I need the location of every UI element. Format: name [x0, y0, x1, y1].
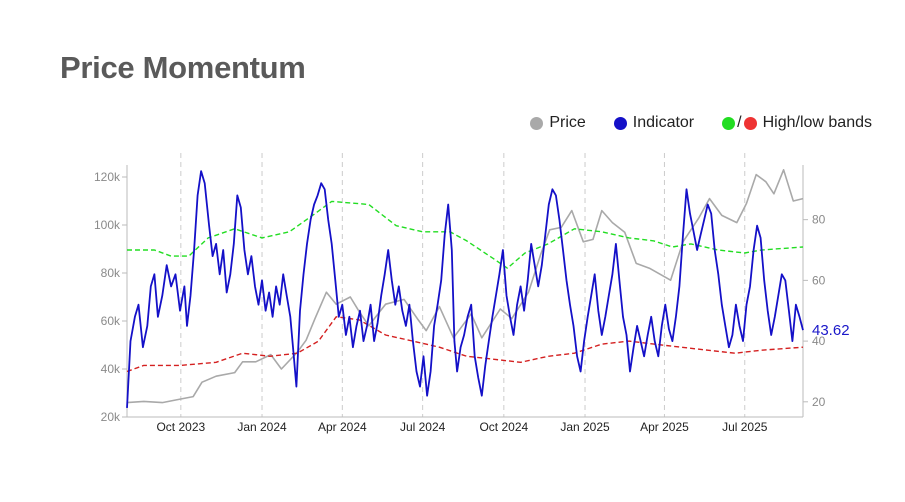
legend-item-price[interactable]: Price [530, 114, 586, 132]
low-band-dot-icon [743, 116, 757, 130]
y-left-tick-label: 80k [101, 266, 121, 280]
low-band-line [126, 316, 804, 373]
y-left-tick-label: 40k [101, 362, 121, 376]
indicator-series-line [126, 170, 804, 408]
legend-item-bands[interactable]: / High/low bands [722, 114, 872, 132]
legend-label-price: Price [549, 114, 586, 131]
label-layer: 43.62 [812, 322, 850, 339]
legend-label-indicator: Indicator [632, 114, 695, 131]
high-band-line [127, 200, 804, 269]
y-right-tick-label: 60 [812, 273, 826, 287]
y-left-tick-label: 100k [94, 218, 121, 232]
indicator-dot-icon [613, 116, 627, 130]
x-tick-label: Apr 2024 [318, 420, 367, 434]
x-tick-label: Jul 2025 [722, 420, 768, 434]
x-tick-label: Oct 2023 [156, 420, 205, 434]
grid-layer [180, 153, 746, 417]
x-tick-label: Apr 2025 [640, 420, 689, 434]
last-value-label: 43.62 [812, 322, 850, 339]
y-right-tick-label: 40 [812, 334, 826, 348]
axis-layer: Oct 2023 Jan 2024 Apr 2024 Jul 2024 Oct 2024… [94, 165, 826, 434]
high-band-dot-icon [722, 116, 736, 130]
y-left-tick-label: 120k [94, 170, 121, 184]
y-right-tick-label: 20 [812, 395, 826, 409]
page-title: Price Momentum [60, 50, 306, 85]
legend-label-bands: High/low bands [762, 114, 872, 131]
price-series-line [126, 169, 804, 404]
legend: Price Indicator / High/low bands [502, 114, 872, 132]
series-layer [126, 169, 804, 408]
y-left-tick-label: 60k [101, 314, 121, 328]
y-left-tick-label: 20k [101, 410, 121, 424]
legend-item-indicator[interactable]: Indicator [613, 114, 695, 132]
x-tick-label: Jul 2024 [400, 420, 446, 434]
price-dot-icon [530, 116, 544, 130]
x-tick-label: Jan 2024 [237, 420, 287, 434]
legend-bands-separator: / [737, 114, 742, 131]
y-right-tick-label: 80 [812, 213, 826, 227]
x-tick-label: Oct 2024 [479, 420, 528, 434]
x-tick-label: Jan 2025 [560, 420, 610, 434]
